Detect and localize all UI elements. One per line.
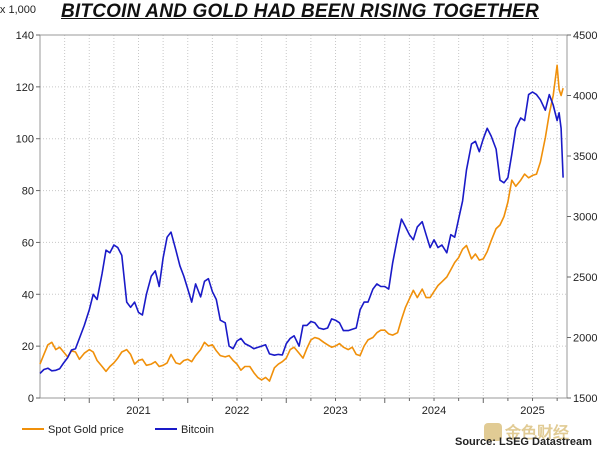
x-tick-label: 2022 [225, 405, 249, 417]
right-tick-label: 1500 [573, 393, 597, 405]
right-tick-label: 2500 [573, 272, 597, 284]
right-axis: 1500 2000 2500 3000 3500 4000 4500 [567, 30, 597, 405]
left-tick-label: 120 [16, 82, 34, 94]
legend-label-spot-gold-price: Spot Gold price [48, 424, 124, 436]
left-tick-label: 20 [22, 341, 34, 353]
legend-label-bitcoin: Bitcoin [181, 424, 214, 436]
left-tick-label: 100 [16, 134, 34, 146]
x-tick-label: 2023 [323, 405, 347, 417]
left-axis-unit-label: x 1,000 [0, 4, 36, 16]
right-tick-label: 3000 [573, 212, 597, 224]
watermark-icon [484, 423, 502, 441]
right-tick-label: 4000 [573, 91, 597, 103]
right-tick-label: 4500 [573, 30, 597, 42]
plot-area-frame [39, 34, 568, 399]
spot-gold-price-line [39, 64, 564, 382]
chart-title: BITCOIN AND GOLD HAD BEEN RISING TOGETHE… [61, 1, 539, 22]
x-tick-label: 2021 [126, 405, 150, 417]
gridlines [40, 34, 567, 399]
right-tick-label: 2000 [573, 333, 597, 345]
watermark-logo: 金色财经 [484, 419, 569, 443]
bitcoin-line [39, 91, 564, 374]
right-tick-label: 3500 [573, 151, 597, 163]
left-axis: 0 20 40 60 80 100 120 140 [16, 30, 40, 405]
x-tick-label: 2024 [422, 405, 446, 417]
left-tick-label: 60 [22, 237, 34, 249]
left-tick-label: 0 [28, 393, 34, 405]
legend: Spot Gold price Bitcoin [22, 424, 214, 436]
left-tick-label: 40 [22, 289, 34, 301]
x-axis: 2021 2022 2023 2024 2025 [64, 398, 558, 417]
x-tick-label: 2025 [520, 405, 544, 417]
series-lines [39, 64, 564, 382]
source-note: Source: LSEG Datastream [455, 436, 592, 448]
left-tick-label: 140 [16, 30, 34, 42]
watermark-text: 金色财经 [505, 423, 570, 442]
left-tick-label: 80 [22, 186, 34, 198]
